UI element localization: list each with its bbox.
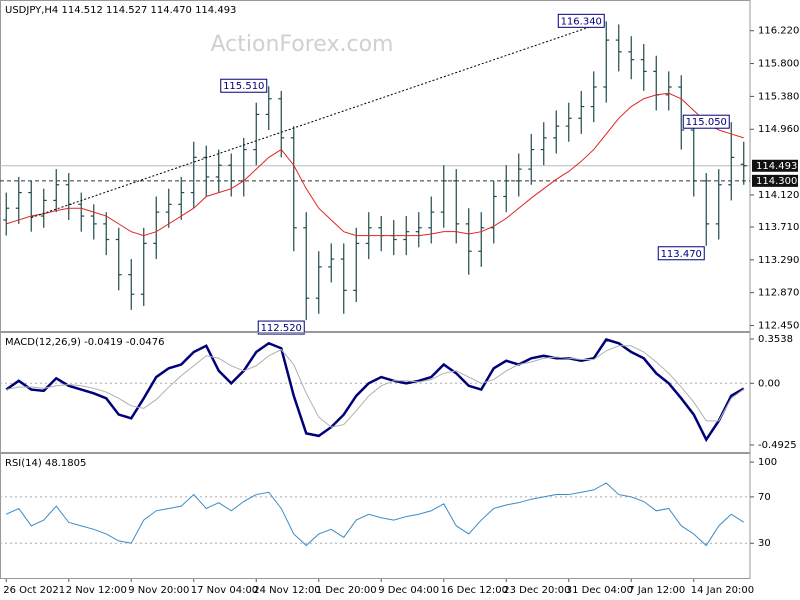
y-tick-label: 113.290: [758, 255, 799, 266]
panel-border: [0, 453, 751, 579]
annotation-box: [557, 13, 605, 28]
annotation-box: [220, 78, 268, 93]
y-tick-label: 0.00: [758, 378, 780, 389]
y-tick-label: 0.3538: [758, 334, 793, 345]
annotation-label: 115.050: [686, 117, 727, 128]
x-tick-label: 2 Nov 12:00: [66, 585, 127, 596]
price-tag: [752, 159, 798, 172]
x-tick-label: 14 Jan 20:00: [691, 585, 754, 596]
panel-title: RSI(14) 48.1805: [5, 458, 86, 469]
y-tick-label: 70: [758, 492, 771, 503]
x-tick-label: 9 Nov 20:00: [128, 585, 189, 596]
x-tick-label: 9 Dec 04:00: [378, 585, 439, 596]
y-tick-label: 30: [758, 538, 771, 549]
annotation-label: 112.520: [261, 323, 302, 334]
annotation-box: [257, 320, 305, 335]
panel-border: [0, 332, 751, 453]
annotation-box: [657, 246, 705, 261]
y-tick-label: 115.800: [758, 59, 799, 70]
annotation-label: 115.510: [223, 81, 264, 92]
y-tick-label: 112.870: [758, 288, 799, 299]
x-tick-label: 23 Dec 20:00: [503, 585, 570, 596]
y-tick-label: 113.710: [758, 222, 799, 233]
price-tag-label: 114.300: [756, 176, 797, 187]
x-tick-label: 31 Dec 04:00: [566, 585, 633, 596]
moving-average: [6, 92, 744, 237]
indicator-line: [5, 338, 745, 443]
annotation-label: 113.470: [661, 249, 702, 260]
y-tick-label: 114.120: [758, 190, 799, 201]
x-tick-label: 26 Oct 2021: [3, 585, 65, 596]
x-tick-label: 17 Nov 04:00: [191, 585, 258, 596]
y-tick-label: 116.220: [758, 26, 799, 37]
panel-title: USDJPY,H4 114.512 114.527 114.470 114.49…: [5, 5, 236, 16]
indicator-line: [6, 345, 745, 428]
price-tag-label: 114.493: [756, 161, 797, 172]
x-tick-label: 24 Nov 12:00: [253, 585, 320, 596]
x-tick-label: 16 Dec 12:00: [441, 585, 508, 596]
watermark: ActionForex.com: [211, 32, 394, 57]
price-tag: [752, 174, 798, 187]
x-tick-label: 7 Jan 12:00: [628, 585, 685, 596]
y-tick-label: 112.450: [758, 321, 799, 332]
y-tick-label: -0.4925: [758, 440, 797, 451]
trendline: [31, 20, 607, 219]
x-tick-label: 1 Dec 20:00: [316, 585, 377, 596]
y-tick-label: 115.380: [758, 91, 799, 102]
annotation-box: [682, 114, 730, 129]
indicator-line: [6, 482, 745, 547]
y-tick-label: 100: [758, 457, 777, 468]
panel-title: MACD(12,26,9) -0.0419 -0.0476: [5, 337, 165, 348]
annotation-label: 116.340: [561, 16, 602, 27]
y-tick-label: 114.960: [758, 124, 799, 135]
